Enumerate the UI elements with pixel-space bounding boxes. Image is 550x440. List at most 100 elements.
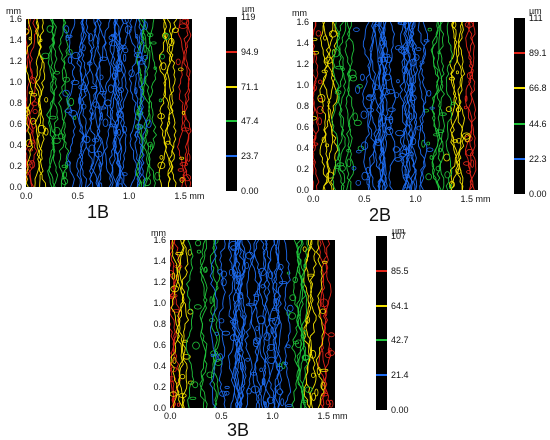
y-tick-label: 1.4 [0, 35, 22, 45]
contour-line [347, 22, 354, 190]
y-tick-label: 0.6 [283, 122, 309, 132]
contour-island [42, 53, 50, 59]
contour-line [389, 22, 396, 190]
y-tick-label: 1.0 [0, 77, 22, 87]
contour-island [426, 174, 432, 180]
contour-line [320, 22, 327, 190]
contour-island [230, 320, 238, 324]
colorbar-tick-label: 0.00 [529, 189, 547, 199]
contour-line [184, 19, 191, 187]
contour-island [108, 85, 113, 93]
contour-island [229, 269, 232, 275]
contour-island [99, 183, 101, 187]
contour-island [88, 34, 93, 41]
height-colorbar [376, 236, 387, 410]
contour-island [465, 134, 470, 142]
contour-line [59, 19, 67, 187]
contour-island [182, 19, 187, 23]
colorbar-level-mark [226, 51, 237, 53]
colorbar-level-mark [376, 305, 387, 307]
contour-island [160, 156, 163, 160]
height-colorbar [514, 18, 525, 194]
x-tick-label: 1.0 [409, 194, 439, 204]
contour-island [207, 372, 214, 378]
y-tick-label: 0.4 [0, 140, 22, 150]
contour-island [277, 389, 282, 395]
x-tick-label: 1.5 mm [460, 194, 490, 204]
x-tick-label: 0.0 [20, 191, 50, 201]
contour-island [349, 70, 356, 78]
contour-island [313, 136, 315, 140]
colorbar-tick-label: 42.7 [391, 335, 409, 345]
contour-island [159, 99, 162, 102]
contour-island [286, 345, 290, 348]
contour-island [360, 74, 364, 80]
contour-island [63, 90, 70, 96]
contour-line [120, 19, 128, 187]
colorbar-tick-label: 0.00 [241, 186, 259, 196]
contour-island [144, 45, 146, 52]
y-tick-label: 1.0 [140, 298, 166, 308]
contour-island [69, 98, 74, 105]
colorbar-tick-label: 23.7 [241, 151, 259, 161]
y-tick-label: 1.4 [140, 256, 166, 266]
contour-line [178, 19, 185, 187]
contour-line [431, 22, 439, 190]
contour-line [369, 22, 376, 190]
contour-island [188, 309, 193, 314]
y-tick-label: 0.8 [0, 98, 22, 108]
contour-island [324, 36, 327, 40]
contour-island [50, 116, 56, 119]
y-tick-label: 0.4 [140, 361, 166, 371]
contour-island [387, 90, 394, 94]
contour-island [256, 326, 259, 331]
y-tick-label: 1.6 [283, 17, 309, 27]
contour-island [79, 85, 87, 90]
y-tick-label: 0.8 [283, 101, 309, 111]
y-tick-label: 1.6 [140, 235, 166, 245]
panel-caption: 2B [350, 205, 410, 225]
y-tick-label: 1.6 [0, 14, 22, 24]
contour-island [427, 90, 431, 96]
contour-island [123, 54, 125, 61]
contour-island [444, 154, 450, 161]
colorbar-tick-label: 44.6 [529, 119, 547, 129]
colorbar-level-mark [514, 158, 525, 160]
contour-island [452, 102, 456, 105]
contour-island [313, 143, 318, 146]
contour-island [182, 111, 185, 114]
colorbar-tick-label: 94.9 [241, 47, 259, 57]
contour-island [219, 319, 224, 323]
y-tick-label: 1.4 [283, 38, 309, 48]
contour-island [193, 342, 200, 349]
contour-island [187, 154, 190, 162]
contour-island [160, 54, 164, 59]
contour-island [356, 181, 361, 186]
colorbar-tick-label: 107 [391, 231, 406, 241]
x-tick-label: 0.0 [307, 194, 337, 204]
x-tick-label: 1.5 mm [317, 411, 347, 421]
colorbar-tick-label: 64.1 [391, 301, 409, 311]
contour-island [329, 333, 335, 337]
colorbar-tick-label: 89.1 [529, 48, 547, 58]
contour-island [313, 38, 317, 41]
contour-island [395, 158, 401, 162]
contour-line [181, 240, 188, 408]
contour-island [64, 172, 67, 178]
contour-island [225, 386, 229, 388]
contour-island [246, 304, 254, 306]
contour-island [177, 403, 179, 406]
contour-island [315, 389, 318, 396]
contour-island [74, 116, 76, 119]
x-tick-label: 0.5 [71, 191, 101, 201]
contour-island [445, 172, 450, 178]
contour-island [424, 40, 429, 42]
contour-island [367, 179, 369, 185]
contour-island [245, 263, 248, 269]
colorbar-tick-label: 71.1 [241, 82, 259, 92]
contour-island [197, 250, 200, 253]
contour-island [243, 316, 245, 320]
contour-island [45, 98, 48, 103]
contour-island [29, 37, 32, 40]
contour-island [210, 297, 212, 304]
